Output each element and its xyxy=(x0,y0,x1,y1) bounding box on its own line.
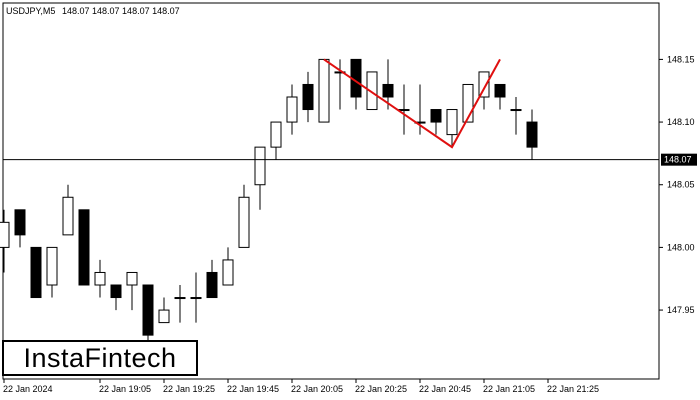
candle xyxy=(174,285,186,323)
candle-body xyxy=(446,109,458,136)
candle-body xyxy=(206,271,218,299)
x-axis: 22 Jan 2024 22 Jan 19:05 22 Jan 19:25 22 Ja… xyxy=(3,379,599,394)
candle-body xyxy=(142,284,154,336)
candle xyxy=(430,109,442,135)
chart-ohlc: 148.07 148.07 148.07 148.07 xyxy=(62,6,180,16)
candle xyxy=(206,259,218,299)
candle-body xyxy=(398,109,410,112)
candle xyxy=(462,83,474,123)
y-tick-label: 148.10 xyxy=(667,117,695,127)
x-tick-label: 22 Jan 21:25 xyxy=(547,384,599,394)
candle-body xyxy=(174,297,186,300)
x-tick-label: 22 Jan 19:05 xyxy=(99,384,151,394)
candle-body xyxy=(366,71,378,111)
x-tick-label: 22 Jan 21:05 xyxy=(483,384,535,394)
candle xyxy=(30,246,42,299)
candle xyxy=(318,58,330,123)
x-tick-label: 22 Jan 20:45 xyxy=(419,384,471,394)
candle-body xyxy=(462,83,474,123)
logo: InstaFintech xyxy=(2,340,198,376)
candle-body xyxy=(494,83,506,98)
candle-body xyxy=(62,196,74,236)
candle-body xyxy=(94,271,106,286)
candle-body xyxy=(510,109,522,112)
candle-body xyxy=(382,83,394,98)
candle-body xyxy=(190,297,202,300)
pattern-group xyxy=(323,58,501,149)
y-axis: 148.15 148.10 148.05 148.00 147.95 xyxy=(659,54,695,315)
candle xyxy=(302,71,314,123)
candle xyxy=(478,71,490,110)
candle-body xyxy=(222,259,234,286)
candle-body xyxy=(430,109,442,123)
candle xyxy=(46,246,58,298)
candle xyxy=(446,109,458,148)
candle xyxy=(190,272,202,323)
candle xyxy=(110,284,122,311)
candle-body xyxy=(302,83,314,111)
candle xyxy=(254,146,266,210)
candle xyxy=(494,83,506,110)
candle xyxy=(510,97,522,135)
candle xyxy=(126,271,138,311)
candle-body xyxy=(526,121,538,148)
current-price-group: 148.07 xyxy=(3,153,697,166)
candle xyxy=(142,284,154,348)
candle-body xyxy=(30,246,42,299)
candle xyxy=(222,247,234,286)
candle xyxy=(78,209,90,286)
candles-group xyxy=(0,58,538,348)
candle-body xyxy=(110,284,122,299)
candle xyxy=(286,84,298,135)
y-tick-label: 148.15 xyxy=(667,54,695,64)
plot-frame xyxy=(2,2,660,380)
y-tick-label: 147.95 xyxy=(667,305,695,315)
candle xyxy=(0,209,10,273)
candle xyxy=(14,209,26,248)
candle-body xyxy=(78,209,90,286)
current-price-box xyxy=(661,153,697,166)
candle xyxy=(158,297,170,324)
candle-body xyxy=(286,96,298,123)
candle xyxy=(238,184,250,248)
candle-body xyxy=(14,209,26,236)
candle-body xyxy=(238,196,250,248)
y-tick-label: 148.00 xyxy=(667,242,695,252)
candle xyxy=(334,59,346,110)
double-top-pattern-line xyxy=(323,58,501,149)
candle-body xyxy=(254,146,266,186)
candle xyxy=(382,59,394,110)
candle-body xyxy=(0,221,10,248)
candle-body xyxy=(334,71,346,74)
candle-body xyxy=(318,58,330,123)
candle-body xyxy=(478,71,490,98)
current-price-label: 148.07 xyxy=(664,155,692,165)
candle-body xyxy=(270,121,282,148)
x-tick-label: 22 Jan 19:25 xyxy=(163,384,215,394)
candle xyxy=(366,71,378,111)
x-tick-label: 22 Jan 20:25 xyxy=(355,384,407,394)
candle-body xyxy=(46,246,58,286)
y-tick-label: 148.05 xyxy=(667,180,695,190)
logo-text: InstaFintech xyxy=(23,342,177,373)
x-tick-label: 22 Jan 19:45 xyxy=(227,384,279,394)
x-tick-label: 22 Jan 20:05 xyxy=(291,384,343,394)
candle xyxy=(62,184,74,236)
candle xyxy=(270,121,282,160)
chart-symbol: USDJPY,M5 xyxy=(6,6,55,16)
candle xyxy=(526,109,538,160)
candle-body xyxy=(126,271,138,286)
candle xyxy=(94,259,106,298)
candle-body xyxy=(158,309,170,324)
x-tick-label: 22 Jan 2024 xyxy=(3,384,53,394)
